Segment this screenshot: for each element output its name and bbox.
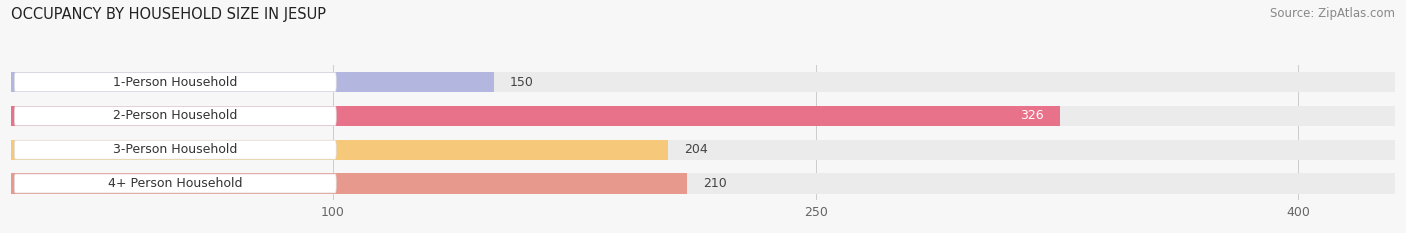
Bar — [11, 72, 494, 92]
Text: 326: 326 — [1021, 110, 1045, 122]
Text: 210: 210 — [703, 177, 727, 190]
Text: 2-Person Household: 2-Person Household — [112, 110, 238, 122]
FancyBboxPatch shape — [14, 140, 336, 159]
Text: Source: ZipAtlas.com: Source: ZipAtlas.com — [1270, 7, 1395, 20]
FancyBboxPatch shape — [14, 174, 336, 193]
Bar — [11, 106, 1395, 126]
Text: 204: 204 — [683, 143, 707, 156]
Text: 150: 150 — [510, 76, 534, 89]
FancyBboxPatch shape — [14, 106, 336, 125]
Text: 3-Person Household: 3-Person Household — [112, 143, 238, 156]
Bar — [11, 72, 1395, 92]
Bar — [11, 140, 1395, 160]
Bar — [11, 173, 1395, 194]
Bar — [11, 140, 668, 160]
Text: OCCUPANCY BY HOUSEHOLD SIZE IN JESUP: OCCUPANCY BY HOUSEHOLD SIZE IN JESUP — [11, 7, 326, 22]
Text: 4+ Person Household: 4+ Person Household — [108, 177, 243, 190]
Bar — [11, 106, 1060, 126]
FancyBboxPatch shape — [14, 73, 336, 92]
Bar — [11, 173, 688, 194]
Text: 1-Person Household: 1-Person Household — [112, 76, 238, 89]
